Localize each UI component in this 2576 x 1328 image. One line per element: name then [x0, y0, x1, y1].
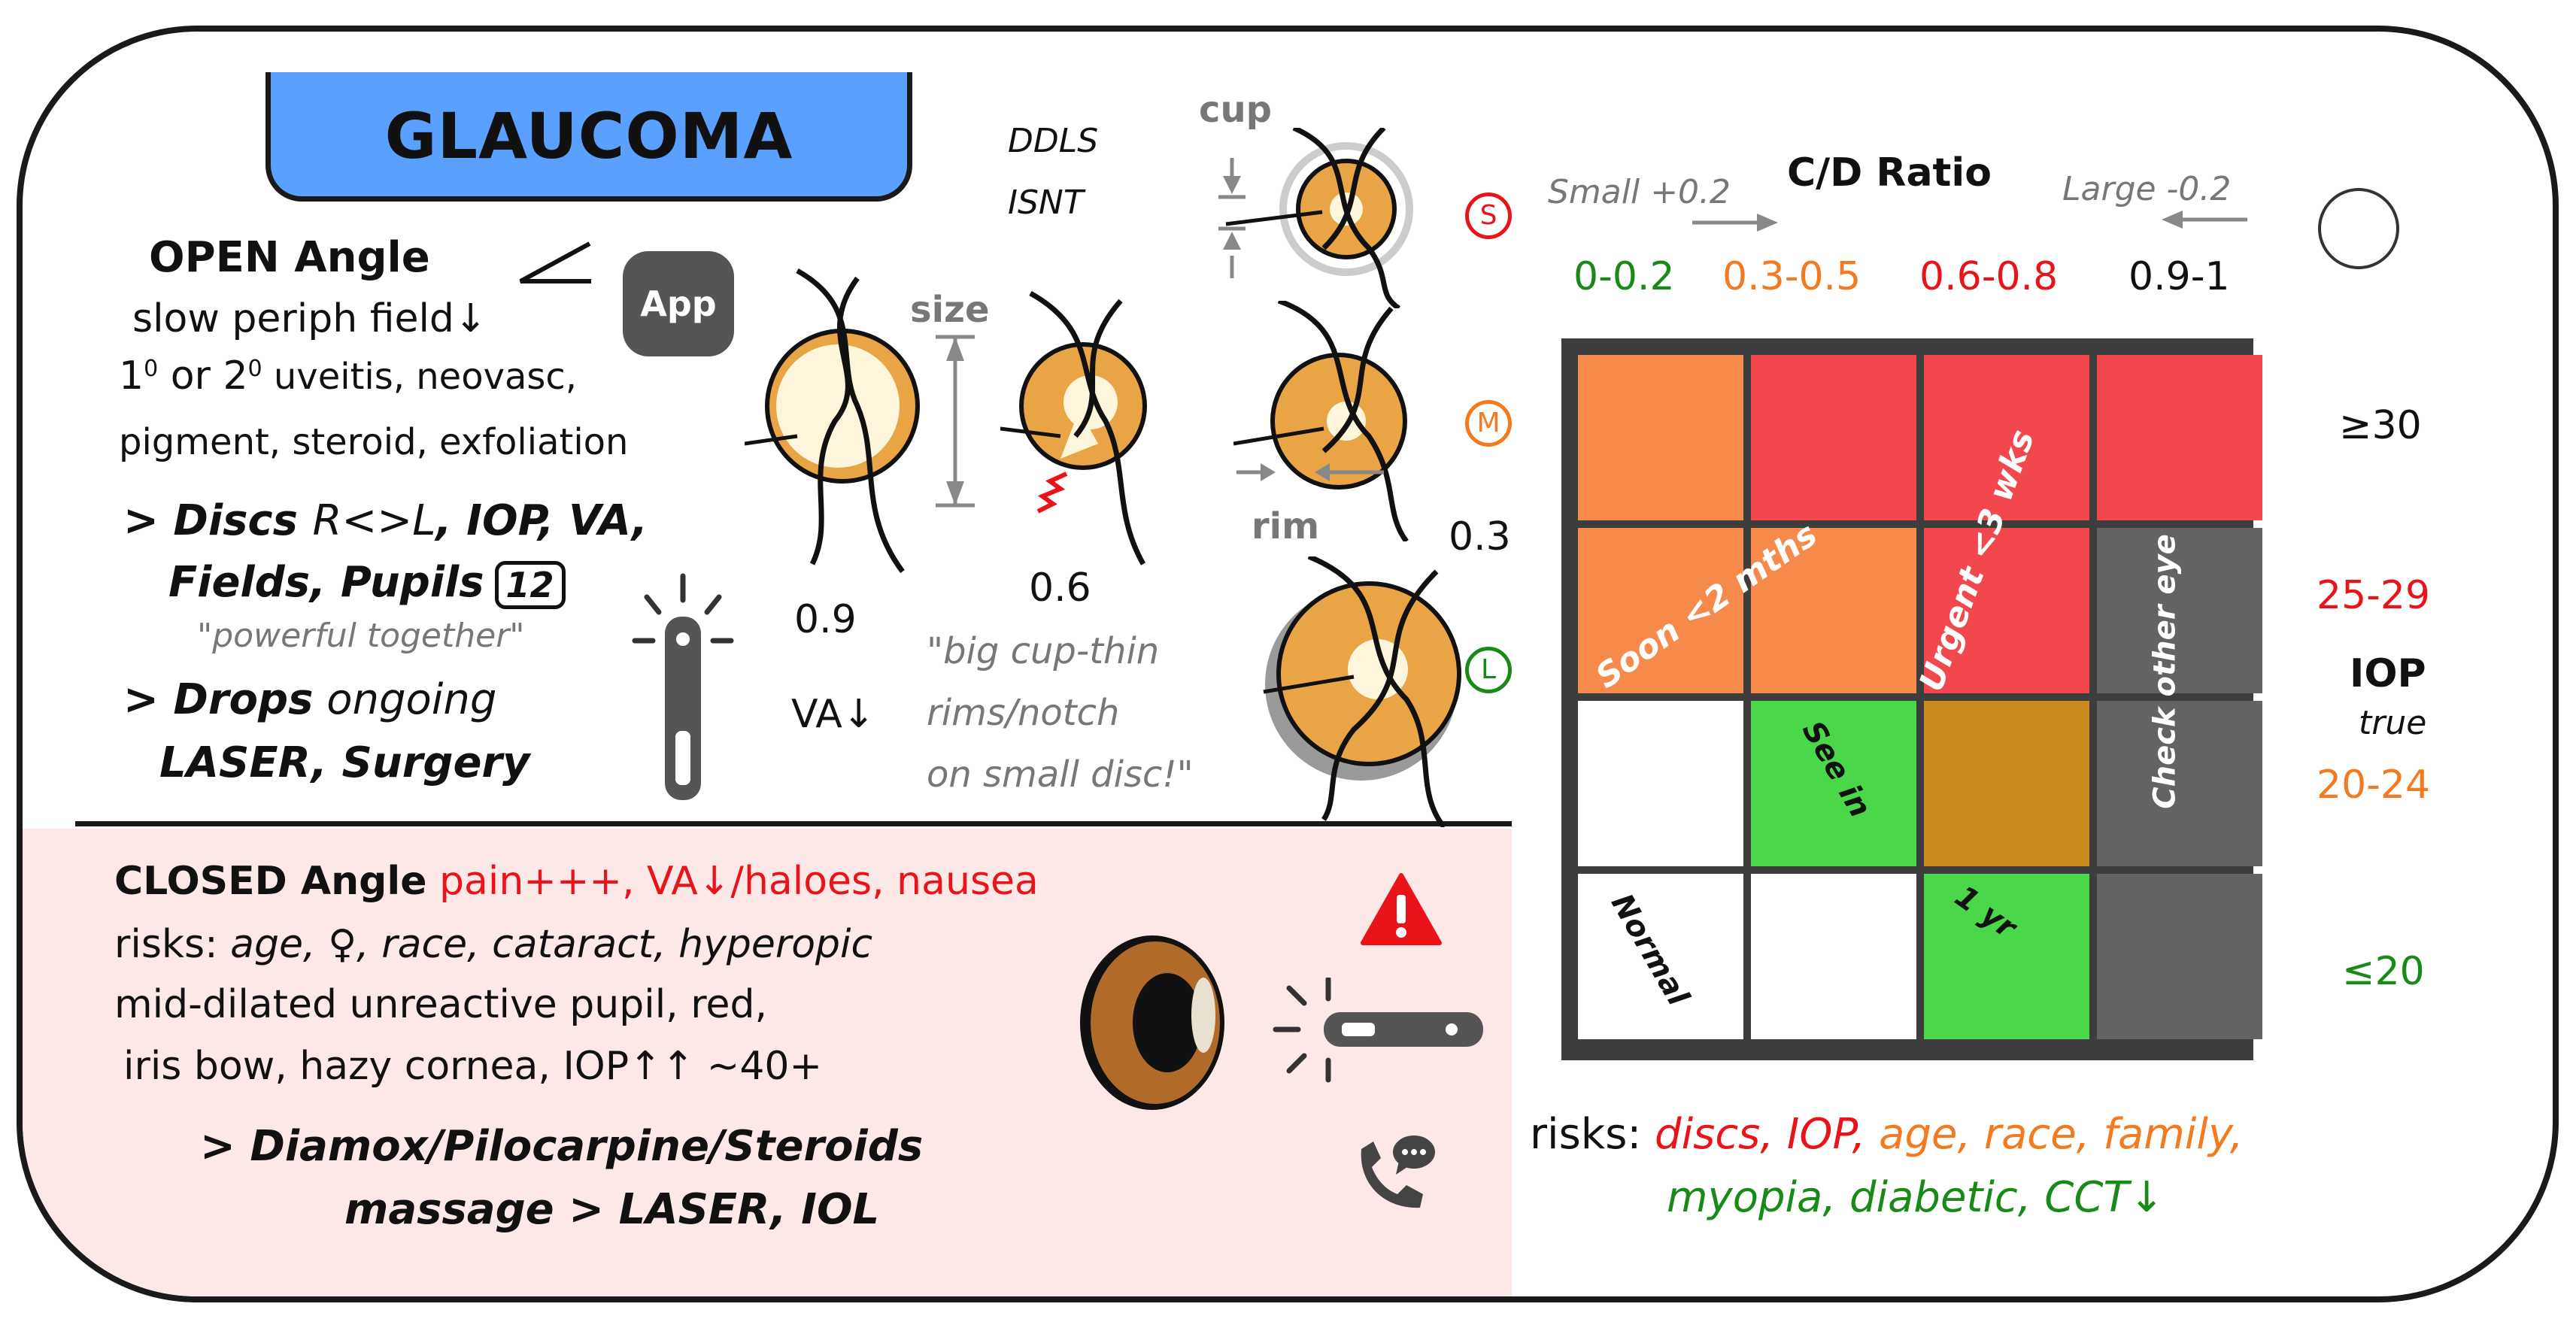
cell-r3-c1: [1751, 874, 1916, 1039]
open-action3: > Drops ongoing: [123, 675, 497, 724]
page-title: GLAUCOMA: [384, 99, 793, 173]
closed-angle-panel: [23, 829, 1512, 1296]
closed-line3: mid-dilated unreactive pupil, red,: [114, 982, 767, 1027]
open-action2: Fields, Pupils 12: [168, 558, 566, 609]
open-angle-heading: OPEN Angle: [149, 233, 430, 282]
cell-r3-c3: [2097, 874, 2262, 1039]
section-divider: [75, 821, 1512, 826]
medium-disc-diagram: [1233, 301, 1409, 541]
small-arrow-icon: [1692, 214, 1778, 232]
note-line3: on small disc!": [927, 753, 1194, 796]
closed-angle-line1: CLOSED Angle pain+++, VA↓/haloes, nausea: [114, 859, 1039, 904]
cell-r0-c0: [1578, 355, 1743, 520]
va-label: VA↓: [791, 692, 875, 737]
cd-range-2: 0.6-0.8: [1919, 254, 2059, 299]
size-arrow: [936, 335, 975, 508]
open-line3: pigment, steroid, exfoliation: [119, 421, 629, 463]
iop-sub-label: true: [2359, 704, 2427, 742]
cd-ratio-title: C/D Ratio: [1787, 150, 1992, 196]
iop-level-0: ≥30: [2339, 403, 2422, 448]
size-label: size: [910, 289, 990, 331]
risk-factors-line1: risks: discs, IOP, age, race, family,: [1530, 1110, 2244, 1159]
cd-range-3: 0.9-1: [2128, 254, 2230, 299]
open-quote: "powerful together": [197, 617, 525, 655]
check-other-eye-label: Check other eye: [2147, 534, 2183, 809]
triage-grid: Soon <2 mths Urgent <3 wks Check other e…: [1561, 338, 2262, 1060]
cell-r2-c3: [2097, 701, 2262, 866]
cell-r2-c2: [1924, 701, 2089, 866]
open-line2: 10 or 20 uveitis, neovasc,: [119, 353, 578, 399]
app-button[interactable]: App: [623, 251, 734, 356]
cd-range-0: 0-0.2: [1573, 254, 1675, 299]
cell-r1-c0: [1578, 528, 1743, 693]
small-disc-diagram: [1218, 128, 1413, 308]
notched-disc-diagram: [1000, 290, 1147, 565]
iop-level-3: ≤20: [2342, 949, 2425, 994]
isnt-label: ISNT: [1008, 183, 1084, 222]
size-small-badge: S: [1465, 193, 1512, 239]
ddls-label: DDLS: [1008, 122, 1099, 160]
pupils-badge: 12: [494, 560, 566, 609]
cell-r1-c2: [1924, 528, 2089, 693]
cell-r0-c1: [1751, 355, 1916, 520]
note-line1: "big cup-thin: [927, 630, 1160, 672]
cup-label: cup: [1199, 89, 1272, 131]
phone-call-icon[interactable]: [1351, 1131, 1441, 1214]
disc-notch-value: 0.6: [1029, 565, 1091, 611]
open-action1: > Discs R<>L, IOP, VA,: [123, 496, 648, 545]
cd-small-hint: Small +0.2: [1548, 173, 1731, 211]
large-disc-diagram: [745, 268, 920, 574]
large-cup-disc-diagram: [1263, 556, 1461, 827]
cd-large-hint: Large -0.2: [2062, 170, 2232, 208]
size-large-badge: L: [1465, 647, 1512, 693]
disc-large-value: 0.9: [794, 597, 857, 642]
closed-line4: iris bow, hazy cornea, IOP↑↑ ~40+: [123, 1044, 823, 1089]
cell-r3-c0: [1578, 874, 1743, 1039]
cell-r1-c1: [1751, 528, 1916, 693]
iop-level-1: 25-29: [2317, 573, 2431, 618]
cell-r0-c3: [2097, 355, 2262, 520]
closed-action2: massage > LASER, IOL: [344, 1185, 880, 1234]
risk-factors-line2: myopia, diabetic, CCT↓: [1667, 1173, 2165, 1222]
eye-illustration: [1080, 935, 1224, 1110]
cell-r0-c2: [1924, 355, 2089, 520]
closed-action1: > Diamox/Pilocarpine/Steroids: [200, 1122, 924, 1171]
cell-r1-c3: [2097, 528, 2262, 693]
title-tab: GLAUCOMA: [265, 72, 912, 202]
large-arrow-icon: [2162, 211, 2247, 229]
open-action4: LASER, Surgery: [159, 738, 530, 787]
disc-mid-value: 0.3: [1449, 514, 1511, 559]
cell-r2-c1: [1751, 701, 1916, 866]
rim-arrows: [1236, 463, 1384, 481]
size-medium-badge: M: [1465, 400, 1512, 447]
open-line1: slow periph field↓: [132, 296, 487, 341]
penlight-horizontal-icon: [1273, 978, 1483, 1083]
cd-range-1: 0.3-0.5: [1722, 254, 1861, 299]
note-line2: rims/notch: [927, 692, 1120, 734]
angle-icon: [519, 241, 591, 283]
warning-icon: [1361, 873, 1442, 945]
iop-label: IOP: [2350, 651, 2426, 696]
penlight-icon: [632, 573, 734, 800]
rim-label: rim: [1252, 505, 1320, 547]
cell-r2-c0: [1578, 701, 1743, 866]
record-circle-icon[interactable]: [2318, 188, 2399, 269]
cell-r3-c2: [1924, 874, 2089, 1039]
closed-risks: risks: age, ♀, race, cataract, hyperopic: [114, 922, 873, 967]
iop-level-2: 20-24: [2317, 763, 2431, 808]
